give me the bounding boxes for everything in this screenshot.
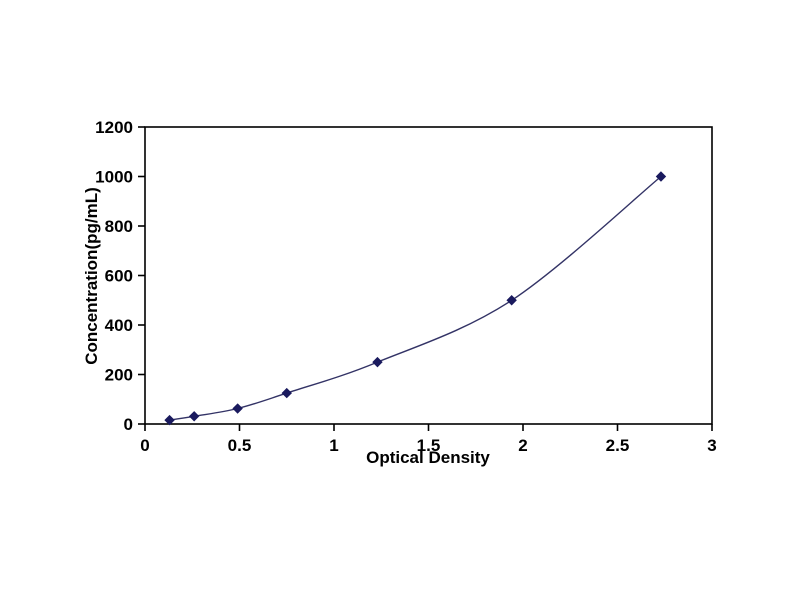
x-tick-label: 2.5 [606, 436, 630, 455]
x-tick-label: 1 [329, 436, 338, 455]
data-point-marker [188, 411, 200, 422]
plot-border [144, 126, 713, 425]
curve-line [169, 175, 662, 421]
x-tick-label: 0 [140, 436, 149, 455]
y-tick-label: 200 [105, 366, 133, 385]
data-point-marker [655, 171, 667, 182]
y-tick-label: 0 [124, 415, 133, 434]
data-point-marker [164, 414, 175, 426]
x-tick-label: 0.5 [228, 436, 252, 455]
x-axis-label: Optical Density [366, 448, 490, 467]
y-tick-label: 400 [105, 316, 133, 335]
data-point-marker [281, 387, 292, 399]
x-tick-label: 1.5 [417, 436, 441, 455]
data-point-marker [232, 403, 243, 414]
y-tick-label: 1000 [95, 168, 133, 187]
y-tick-label: 1200 [95, 118, 133, 137]
x-tick-label: 2 [518, 436, 527, 455]
x-tick-label: 3 [707, 436, 716, 455]
y-tick-label: 800 [105, 217, 133, 236]
data-point-marker [506, 295, 517, 306]
data-point-marker [372, 356, 383, 368]
y-tick-label: 600 [105, 267, 133, 286]
y-axis-label: Concentration(pg/mL) [82, 187, 101, 365]
